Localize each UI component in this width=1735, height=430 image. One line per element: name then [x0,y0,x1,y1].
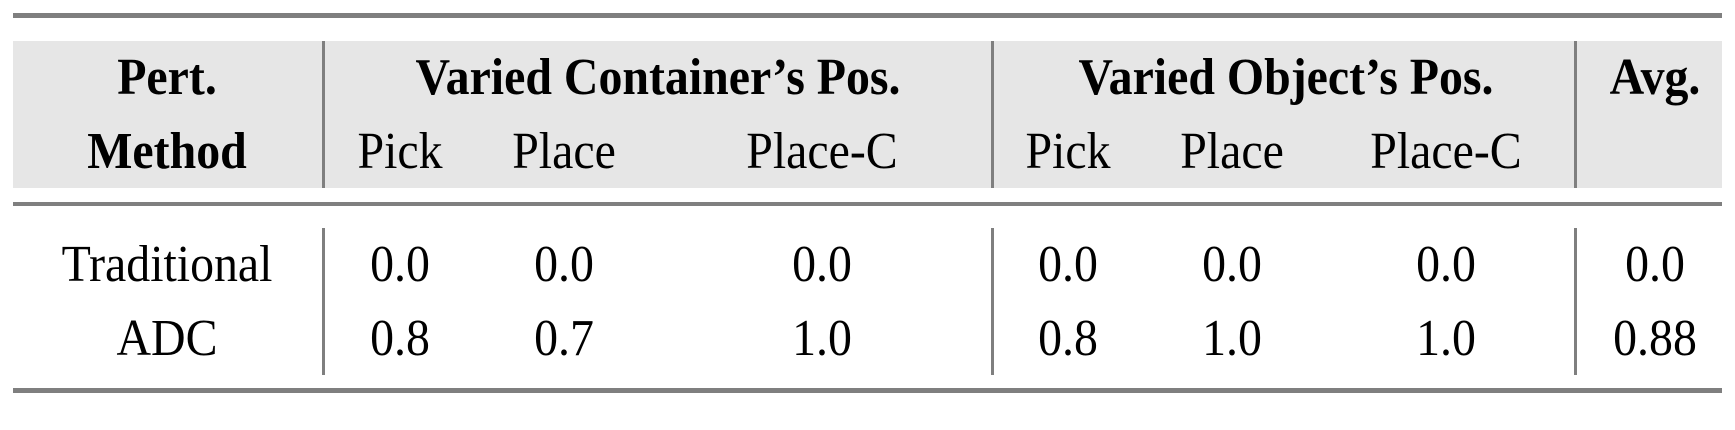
cell: 0.0 [534,236,594,293]
cell-avg: 0.88 [1613,310,1697,367]
cell: 0.8 [370,310,430,367]
divider-group [991,41,994,188]
top-rule [13,13,1722,18]
row-method: ADC [116,310,218,367]
divider-method-body [322,228,325,375]
subheader-place-c: Place-C [746,123,898,180]
cell: 0.0 [1416,236,1476,293]
subheader-place: Place [512,123,616,180]
subheader-place: Place [1180,123,1284,180]
cell: 0.0 [792,236,852,293]
header-group-container: Varied Container’s Pos. [415,49,901,106]
header-background [13,41,1722,188]
header-avg: Avg. [1609,49,1701,106]
divider-method [322,41,325,188]
subheader-place-c: Place-C [1370,123,1522,180]
cell: 0.7 [534,310,594,367]
bottom-rule [13,388,1722,393]
cell: 0.0 [1038,236,1098,293]
divider-avg [1574,41,1577,188]
cell: 1.0 [1202,310,1262,367]
divider-avg-body [1574,228,1577,375]
divider-group-body [991,228,994,375]
cell: 0.8 [1038,310,1098,367]
cell: 0.0 [1202,236,1262,293]
cell: 0.0 [370,236,430,293]
header-method-line2: Method [87,123,247,180]
mid-rule [13,202,1722,206]
subheader-pick: Pick [1025,123,1111,180]
header-method-line1: Pert. [117,49,217,106]
row-method: Traditional [61,236,273,293]
cell-avg: 0.0 [1625,236,1685,293]
cell: 1.0 [1416,310,1476,367]
cell: 1.0 [792,310,852,367]
subheader-pick: Pick [357,123,443,180]
header-group-object: Varied Object’s Pos. [1078,49,1494,106]
